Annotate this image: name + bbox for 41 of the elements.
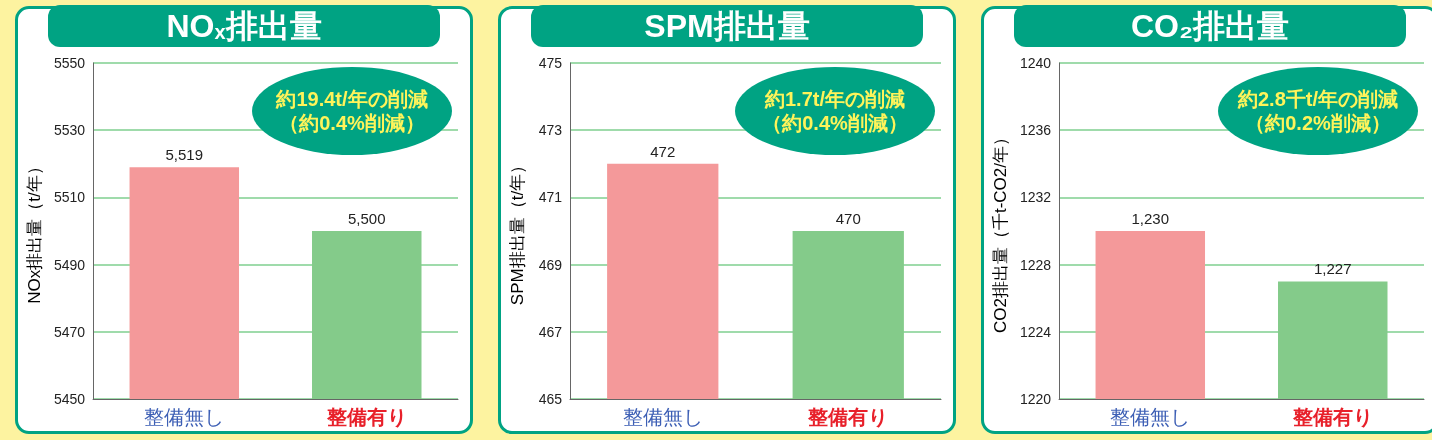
y-tick-label: 5510 [53,189,86,206]
data-label: 1,227 [1313,260,1352,278]
y-tick-label: 469 [538,256,563,273]
x-tick-label: 整備無し [622,406,703,428]
y-tick-label: 1236 [1019,122,1052,139]
y-tick-label: 1220 [1019,391,1052,407]
y-tick-label: 475 [538,55,563,71]
x-tick-label: 整備有り [325,406,407,428]
y-tick-label: 1228 [1019,256,1052,273]
x-tick-label: 整備無し [144,406,225,428]
y-tick-label: 471 [538,189,563,206]
annotation: 約1.7t/年の削減 [763,87,906,111]
y-axis-title: NOx排出量（t/年） [25,158,44,304]
x-tick-label: 整備無し [1110,406,1191,428]
y-tick-label: 1224 [1019,323,1052,340]
data-label: 5,519 [165,146,204,164]
annotation: 約2.8千t/年の削減 [1236,87,1399,111]
y-tick-label: 467 [538,323,563,340]
y-axis-title: SPM排出量（t/年） [508,156,527,306]
y-tick-label: 5450 [53,391,86,407]
data-label: 5,500 [347,210,386,227]
y-tick-label: 465 [538,391,563,407]
y-tick-label: 1240 [1019,55,1052,71]
data-label: 1,230 [1131,210,1170,227]
data-label: 472 [650,142,676,160]
chart-title: SPM排出量 [531,5,923,47]
chart-title: CO₂排出量 [1014,5,1406,47]
data-label: 470 [835,210,861,227]
annotation: （約0.2%削減） [1244,111,1392,135]
y-tick-label: 5530 [53,122,86,139]
y-tick-label: 473 [538,122,563,139]
annotation: （約0.4%削減） [761,111,909,135]
y-axis-title: CO2排出量（千t-CO2/年） [991,128,1010,334]
y-tick-label: 5470 [53,323,86,340]
y-tick-label: 5550 [53,55,86,71]
x-tick-label: 整備有り [807,406,889,428]
x-tick-label: 整備有り [1291,406,1373,428]
y-tick-label: 5490 [53,256,86,273]
y-tick-label: 1232 [1019,189,1052,206]
annotation: 約19.4t/年の削減 [274,87,429,111]
annotation: （約0.4%削減） [278,111,426,135]
